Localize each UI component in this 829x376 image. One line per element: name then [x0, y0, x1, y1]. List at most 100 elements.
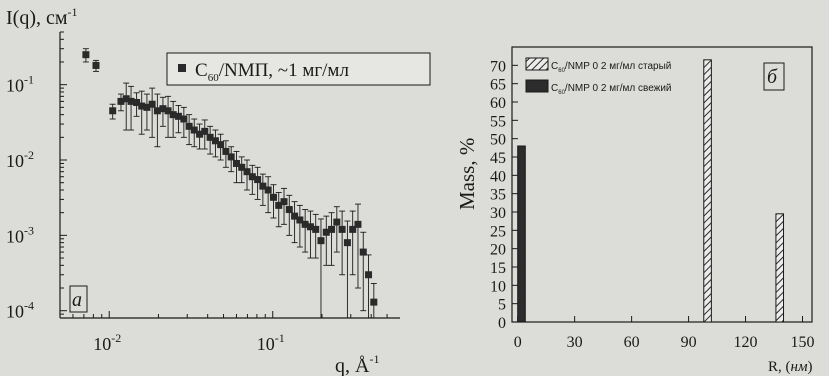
panel-b-xlabel: R, (нм): [768, 359, 813, 375]
panel-a-data-point: [185, 122, 193, 130]
panel-a-data-point: [285, 206, 293, 214]
panel-b-y-tick-label: 65: [490, 77, 506, 94]
panel-b-y-tick-label: 5: [498, 297, 506, 314]
panel-a-data-point: [264, 186, 272, 194]
panel-b-y-tick-label: 30: [490, 205, 506, 222]
legend-label-old: C60/NMP 0 2 мг/мл старый: [551, 61, 671, 74]
panel-b-x-tick-label: 0: [514, 334, 522, 351]
panel-b-bars: [517, 59, 785, 323]
legend-swatch-old: [525, 57, 549, 71]
panel-b-y-tick-label: 0: [498, 315, 506, 332]
panel-a-data-point: [333, 218, 341, 226]
panel-a-data-point: [201, 127, 209, 135]
panel-b-x-tick-label: 150: [791, 334, 815, 351]
panel-a-data-point: [280, 198, 288, 206]
panel-a-data-point: [306, 223, 314, 231]
panel-a-data-point: [243, 168, 251, 176]
panel-b-ylabel: Mass, %: [455, 138, 479, 210]
bar-old: [703, 59, 712, 323]
panel-b-letter-box: [763, 62, 785, 91]
panel-a-data-point: [275, 201, 283, 209]
panel-a-data-point: [359, 248, 367, 256]
panel-a-x-tick-label: 10-1: [257, 331, 285, 354]
panel-a-data-point: [365, 271, 373, 279]
panel-a-data-point: [138, 102, 146, 110]
panel-a-data-point: [92, 61, 100, 69]
panel-b-y-tick-label: 10: [490, 278, 506, 295]
panel-a-points: [82, 48, 378, 319]
panel-a-data-point: [180, 115, 188, 123]
panel-b-y-tick-label: 15: [490, 260, 506, 277]
panel-a-data-point: [133, 98, 141, 106]
panel-a-data-point: [291, 212, 299, 220]
panel-a-legend-label: C60/NMП, ~1 мг/мл: [195, 60, 349, 84]
panel-a-data-point: [338, 225, 346, 233]
panel-a-ticks: 10-2 10-1 10-1 10-2 10-3 10-4: [6, 31, 388, 354]
panel-a-data-point: [328, 225, 336, 233]
panel-b-x-tick-label: 30: [567, 334, 583, 351]
panel-a-data-point: [269, 193, 277, 201]
panel-b-y-tick-label: 40: [490, 168, 506, 185]
panel-a-ylabel: I(q), см-1: [6, 5, 78, 29]
panel-b-legend: C60/NMP 0 2 мг/мл старый C60/NMP 0 2 мг/…: [525, 57, 672, 96]
panel-a-y-tick-label: 10-4: [6, 299, 34, 322]
panel-a-data-point: [222, 147, 230, 155]
panel-a-y-tick-label: 10-2: [6, 148, 34, 171]
bar-old: [775, 213, 785, 323]
panel-a-legend: C60/NMП, ~1 мг/мл: [166, 52, 431, 86]
panel-a-data-point: [122, 95, 130, 103]
legend-swatch-fresh: [525, 79, 549, 93]
panel-b-y-tick-label: 25: [490, 223, 506, 240]
panel-a-data-point: [206, 133, 214, 141]
panel-a-data-point: [301, 220, 309, 228]
panel-a-y-tick-label: 10-1: [6, 73, 34, 96]
panel-a-chart: I(q), см-1 10-2 10-1 10-1 10-2 10-3 10-4 C60/…: [6, 5, 431, 376]
panel-a-data-point: [217, 141, 225, 149]
panel-b-frame: [511, 46, 813, 323]
panel-a-data-point: [169, 111, 177, 119]
panel-a-letter: а: [72, 289, 82, 311]
panel-a-data-point: [190, 126, 198, 134]
panel-a-y-tick-label: 10-3: [6, 223, 34, 246]
panel-a-data-point: [159, 105, 167, 113]
panel-a-data-point: [259, 182, 267, 190]
panel-b-y-tick-label: 55: [490, 113, 506, 130]
panel-a-legend-marker: [178, 64, 186, 72]
panel-a-xlabel: q, Å-1: [335, 352, 379, 376]
panel-a-data-point: [322, 228, 330, 236]
panel-b-y-tick-label: 45: [490, 150, 506, 167]
panel-a-legend-box: [166, 52, 431, 86]
panel-a-data-point: [232, 159, 240, 167]
panel-a-x-tick-label: 10-2: [93, 331, 121, 354]
panel-b-y-tick-label: 70: [490, 58, 506, 75]
panel-a-data-point: [349, 225, 357, 233]
panel-b-x-tick-label: 60: [624, 334, 640, 351]
panel-b-y-tick-label: 50: [490, 132, 506, 149]
panel-b-y-tick-label: 20: [490, 242, 506, 259]
panel-a-data-point: [148, 100, 156, 108]
panel-a-data-point: [164, 107, 172, 115]
panel-a-data-point: [343, 239, 351, 247]
panel-a-data-point: [227, 153, 235, 161]
panel-a-data-point: [82, 51, 90, 59]
panel-a-data-point: [117, 97, 125, 105]
panel-a-data-point: [312, 225, 320, 233]
panel-b-x-tick-label: 120: [734, 334, 758, 351]
panel-b-letter: б: [767, 66, 778, 88]
panel-a-data-point: [211, 137, 219, 145]
panel-a-letter-box: [69, 285, 88, 313]
panel-a-data-point: [254, 176, 262, 184]
legend-label-fresh: C60/NMP 0 2 мг/мл свежий: [551, 83, 672, 96]
panel-a-data-point: [143, 103, 151, 111]
panel-a-data-point: [174, 112, 182, 120]
panel-b-y-tick-label: 35: [490, 187, 506, 204]
panel-a-data-point: [296, 216, 304, 224]
panel-a-data-point: [109, 107, 117, 115]
bar-fresh: [517, 145, 526, 323]
panel-a-data-point: [354, 220, 362, 228]
panel-a-data-point: [317, 237, 325, 245]
panel-a-data-point: [153, 107, 161, 115]
